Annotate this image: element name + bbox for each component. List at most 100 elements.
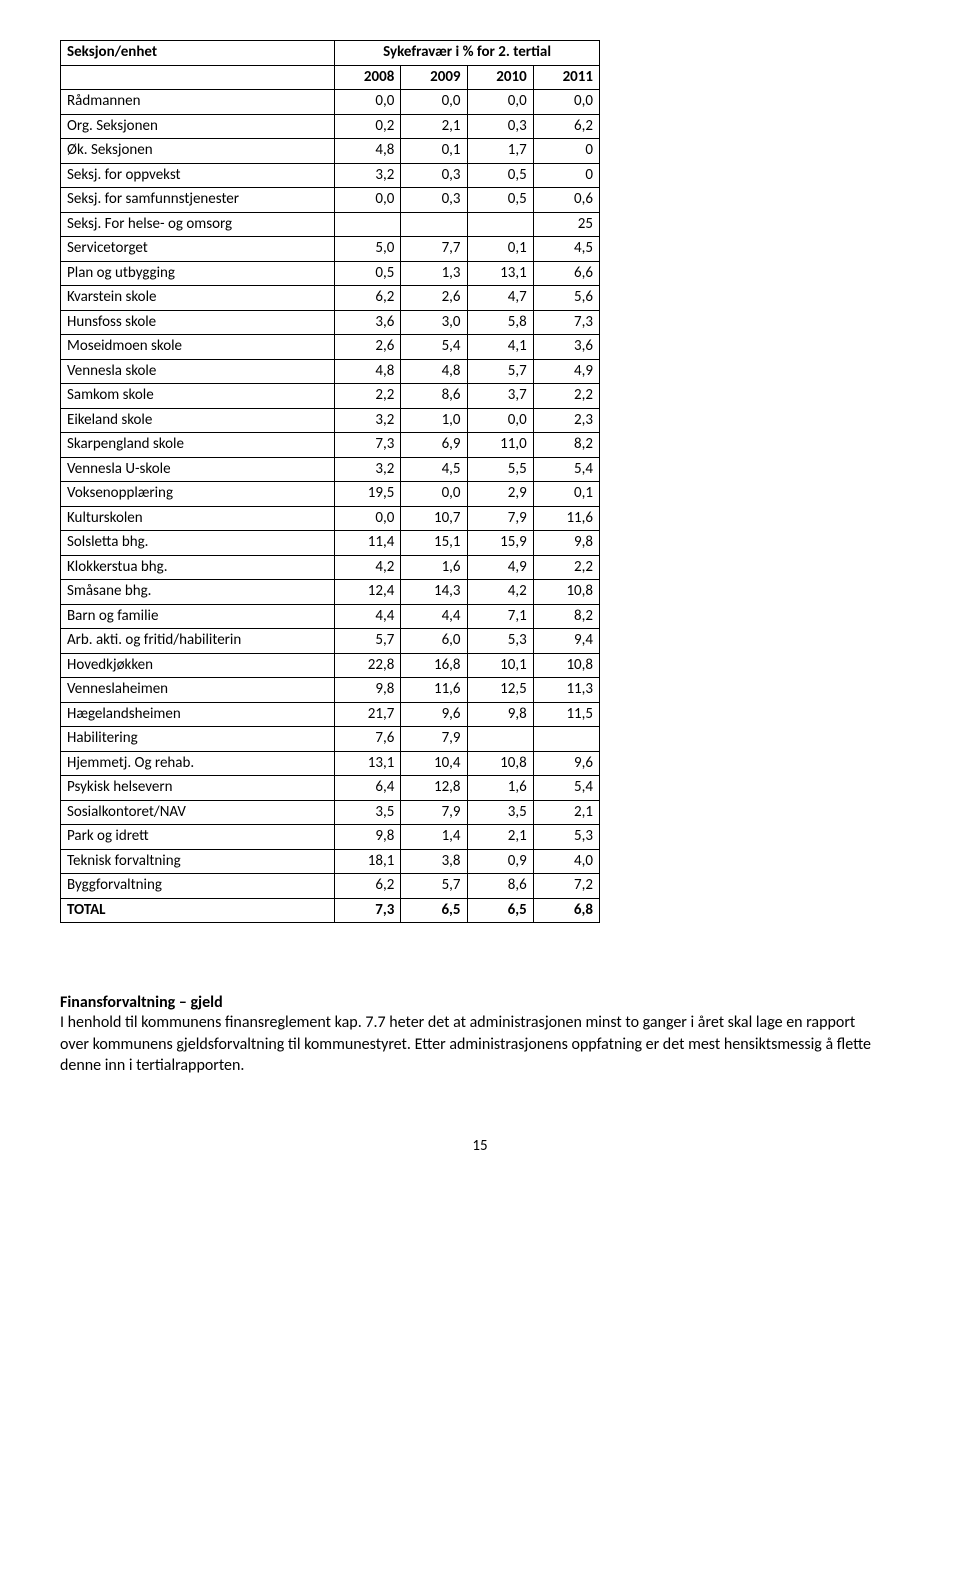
row-value: [467, 212, 533, 237]
row-value: 0,0: [533, 90, 599, 115]
table-row: Seksj. For helse- og omsorg25: [61, 212, 600, 237]
row-value: 3,6: [335, 310, 401, 335]
row-value: 5,5: [467, 457, 533, 482]
row-value: 4,9: [533, 359, 599, 384]
row-value: [467, 727, 533, 752]
row-value: 0,1: [467, 237, 533, 262]
table-row: Sosialkontoret/NAV3,57,93,52,1: [61, 800, 600, 825]
row-value: [533, 727, 599, 752]
row-value: 0,1: [533, 482, 599, 507]
row-value: 0: [533, 163, 599, 188]
row-value: 0,1: [401, 139, 467, 164]
row-value: 16,8: [401, 653, 467, 678]
table-row: Hovedkjøkken22,816,810,110,8: [61, 653, 600, 678]
row-value: 9,8: [467, 702, 533, 727]
row-label: Seksj. for oppvekst: [61, 163, 335, 188]
table-row: Moseidmoen skole2,65,44,13,6: [61, 335, 600, 360]
row-value: 0,3: [467, 114, 533, 139]
row-value: 5,6: [533, 286, 599, 311]
table-row: Hjemmetj. Og rehab.13,110,410,89,6: [61, 751, 600, 776]
row-label: Habilitering: [61, 727, 335, 752]
total-2010: 6,5: [467, 898, 533, 923]
row-value: 4,5: [401, 457, 467, 482]
row-value: 1,7: [467, 139, 533, 164]
row-value: 13,1: [467, 261, 533, 286]
row-value: 0,0: [467, 408, 533, 433]
table-row: Solsletta bhg.11,415,115,99,8: [61, 531, 600, 556]
row-label: Park og idrett: [61, 825, 335, 850]
table-row: Barn og familie4,44,47,18,2: [61, 604, 600, 629]
row-label: Eikeland skole: [61, 408, 335, 433]
row-value: 4,0: [533, 849, 599, 874]
row-value: 5,4: [401, 335, 467, 360]
row-value: 2,2: [335, 384, 401, 409]
row-value: 4,8: [401, 359, 467, 384]
row-value: 5,7: [335, 629, 401, 654]
row-label: Sosialkontoret/NAV: [61, 800, 335, 825]
table-row: Hægelandsheimen21,79,69,811,5: [61, 702, 600, 727]
row-value: 10,4: [401, 751, 467, 776]
row-label: Øk. Seksjonen: [61, 139, 335, 164]
row-value: 7,9: [467, 506, 533, 531]
row-value: 5,4: [533, 457, 599, 482]
row-value: 5,3: [467, 629, 533, 654]
row-value: 1,3: [401, 261, 467, 286]
row-value: 4,1: [467, 335, 533, 360]
table-row: Samkom skole2,28,63,72,2: [61, 384, 600, 409]
row-value: 10,1: [467, 653, 533, 678]
row-value: 7,2: [533, 874, 599, 899]
row-value: 6,2: [335, 286, 401, 311]
row-label: Arb. akti. og fritid/habiliterin: [61, 629, 335, 654]
table-row: Psykisk helsevern6,412,81,65,4: [61, 776, 600, 801]
row-label: Byggforvaltning: [61, 874, 335, 899]
row-value: 11,4: [335, 531, 401, 556]
row-value: 5,7: [401, 874, 467, 899]
row-value: 10,8: [533, 653, 599, 678]
row-value: 7,3: [533, 310, 599, 335]
row-value: 0,0: [401, 482, 467, 507]
row-value: 11,5: [533, 702, 599, 727]
row-value: 0,2: [335, 114, 401, 139]
table-row: Vennesla skole4,84,85,74,9: [61, 359, 600, 384]
row-value: 4,2: [467, 580, 533, 605]
row-value: 0,5: [335, 261, 401, 286]
row-value: 6,6: [533, 261, 599, 286]
row-value: 0,5: [467, 188, 533, 213]
row-value: 9,4: [533, 629, 599, 654]
row-value: 22,8: [335, 653, 401, 678]
table-row: Kvarstein skole6,22,64,75,6: [61, 286, 600, 311]
sykefravaer-table: Seksjon/enhet Sykefravær i % for 2. tert…: [60, 40, 600, 923]
table-row: Teknisk forvaltning18,13,80,94,0: [61, 849, 600, 874]
row-value: 13,1: [335, 751, 401, 776]
header-year-blank: [61, 65, 335, 90]
year-2009: 2009: [401, 65, 467, 90]
row-value: 8,2: [533, 604, 599, 629]
row-value: 10,7: [401, 506, 467, 531]
table-row: Org. Seksjonen0,22,10,36,2: [61, 114, 600, 139]
row-value: 0,9: [467, 849, 533, 874]
row-value: 4,8: [335, 359, 401, 384]
row-value: 3,6: [533, 335, 599, 360]
row-value: 2,3: [533, 408, 599, 433]
page-number: 15: [60, 1137, 900, 1155]
table-row: Servicetorget5,07,70,14,5: [61, 237, 600, 262]
row-value: 6,2: [335, 874, 401, 899]
row-value: 14,3: [401, 580, 467, 605]
row-value: 9,8: [335, 678, 401, 703]
row-label: Barn og familie: [61, 604, 335, 629]
table-row: Vennesla U-skole3,24,55,55,4: [61, 457, 600, 482]
row-value: 1,6: [467, 776, 533, 801]
row-value: 7,9: [401, 800, 467, 825]
row-value: 4,4: [335, 604, 401, 629]
row-label: Seksj. For helse- og omsorg: [61, 212, 335, 237]
row-value: 12,5: [467, 678, 533, 703]
table-row: Øk. Seksjonen4,80,11,70: [61, 139, 600, 164]
row-value: 3,5: [467, 800, 533, 825]
row-value: 1,6: [401, 555, 467, 580]
row-label: Solsletta bhg.: [61, 531, 335, 556]
row-label: Skarpengland skole: [61, 433, 335, 458]
row-value: 19,5: [335, 482, 401, 507]
row-value: 3,5: [335, 800, 401, 825]
row-value: 7,1: [467, 604, 533, 629]
row-value: 5,4: [533, 776, 599, 801]
